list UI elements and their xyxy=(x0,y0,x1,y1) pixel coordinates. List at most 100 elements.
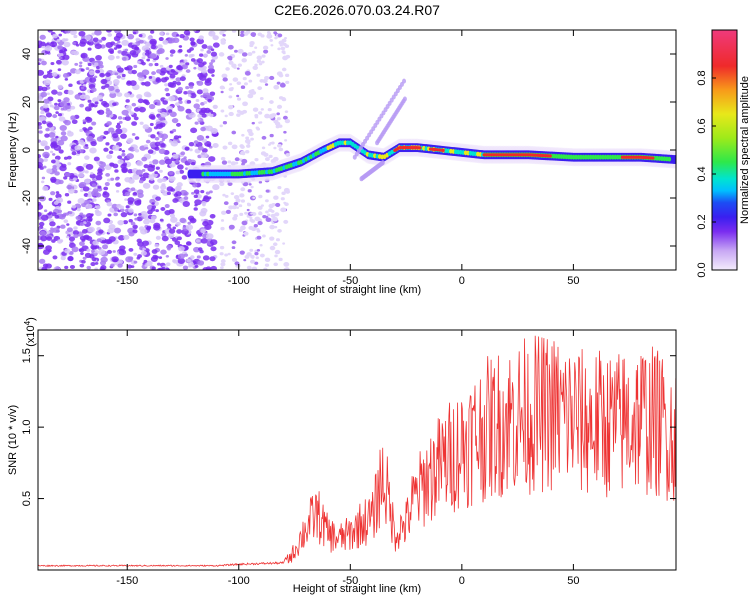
noise-speckle xyxy=(86,216,93,222)
noise-speckle xyxy=(251,90,257,95)
noise-speckle xyxy=(59,101,68,108)
noise-speckle xyxy=(57,68,62,72)
noise-speckle xyxy=(58,179,64,185)
noise-speckle xyxy=(246,202,250,206)
noise-speckle xyxy=(197,145,204,151)
noise-speckle xyxy=(224,253,228,257)
noise-speckle xyxy=(166,223,172,228)
noise-speckle xyxy=(267,33,271,37)
noise-speckle xyxy=(239,193,245,198)
noise-speckle xyxy=(227,141,233,146)
noise-speckle xyxy=(141,156,148,162)
noise-speckle xyxy=(63,41,71,48)
noise-speckle xyxy=(79,263,85,268)
noise-speckle xyxy=(58,49,64,54)
noise-speckle xyxy=(273,195,279,200)
noise-speckle xyxy=(201,200,207,205)
noise-speckle xyxy=(38,139,41,143)
noise-speckle xyxy=(206,143,212,147)
noise-speckle xyxy=(263,267,268,270)
noise-speckle xyxy=(250,137,254,141)
noise-speckle xyxy=(57,140,65,146)
colorbar-tick-label: 0.4 xyxy=(696,166,708,181)
noise-speckle xyxy=(161,235,169,242)
noise-speckle xyxy=(60,224,66,229)
noise-speckle xyxy=(267,108,272,112)
noise-speckle xyxy=(205,135,210,139)
noise-speckle xyxy=(244,211,248,215)
noise-speckle xyxy=(115,55,120,59)
noise-speckle xyxy=(133,64,138,69)
colorbar-tick-label: 0.2 xyxy=(696,214,708,229)
snr-panel: -150 -100 -50 0 50 0.5 1.0 1.5 Height of straig… xyxy=(7,317,677,595)
noise-speckle xyxy=(212,35,219,41)
noise-speckle xyxy=(250,185,254,189)
noise-speckle xyxy=(193,103,200,109)
noise-speckle xyxy=(92,188,99,193)
noise-speckle xyxy=(193,140,199,144)
noise-speckle xyxy=(38,125,43,130)
noise-speckle xyxy=(46,236,53,241)
noise-speckle xyxy=(122,57,127,61)
noise-speckle xyxy=(83,193,89,197)
noise-speckle xyxy=(81,229,88,234)
noise-speckle xyxy=(88,102,95,108)
noise-speckle xyxy=(280,46,286,51)
noise-speckle xyxy=(66,102,71,106)
noise-speckle xyxy=(106,178,111,182)
noise-speckle xyxy=(140,211,148,217)
noise-speckle xyxy=(68,236,76,242)
noise-speckle xyxy=(82,121,87,125)
noise-speckle xyxy=(222,193,226,197)
noise-speckle xyxy=(126,65,133,71)
spectrogram-plot-area xyxy=(38,30,676,270)
noise-speckle xyxy=(133,260,138,264)
noise-speckle xyxy=(258,111,263,115)
noise-speckle xyxy=(233,214,239,218)
noise-speckle xyxy=(134,46,140,51)
noise-speckle xyxy=(79,128,84,133)
noise-speckle xyxy=(239,110,245,115)
noise-speckle xyxy=(58,56,63,60)
noise-speckle xyxy=(143,164,149,169)
spectrogram-xlabel: Height of straight line (km) xyxy=(293,284,421,296)
noise-speckle xyxy=(94,101,99,105)
noise-speckle xyxy=(186,241,192,246)
noise-speckle xyxy=(50,61,55,66)
noise-speckle xyxy=(219,30,225,35)
noise-speckle xyxy=(112,102,117,107)
noise-speckle xyxy=(148,76,153,79)
noise-speckle xyxy=(104,83,110,88)
noise-speckle xyxy=(258,180,263,184)
noise-speckle xyxy=(125,114,130,118)
noise-speckle xyxy=(38,201,42,206)
noise-speckle xyxy=(129,80,137,87)
noise-speckle xyxy=(172,153,179,159)
noise-speckle xyxy=(263,49,269,54)
noise-speckle xyxy=(175,170,181,175)
noise-speckle xyxy=(254,251,259,256)
noise-speckle xyxy=(140,250,147,256)
noise-speckle xyxy=(273,146,277,150)
noise-speckle xyxy=(94,30,102,36)
noise-speckle xyxy=(169,82,177,88)
noise-speckle xyxy=(114,169,119,173)
noise-speckle xyxy=(54,214,60,219)
noise-speckle xyxy=(59,214,66,220)
noise-speckle xyxy=(164,87,170,92)
noise-speckle xyxy=(240,85,246,89)
noise-speckle xyxy=(193,246,200,253)
noise-speckle xyxy=(119,208,125,213)
noise-speckle xyxy=(168,175,176,182)
noise-speckle xyxy=(132,224,138,229)
noise-speckle xyxy=(172,198,179,203)
noise-speckle xyxy=(136,199,142,203)
noise-speckle xyxy=(186,100,192,104)
noise-speckle xyxy=(44,45,53,52)
noise-speckle xyxy=(53,105,60,111)
noise-speckle xyxy=(245,30,251,34)
noise-speckle xyxy=(200,48,204,52)
noise-speckle xyxy=(41,60,47,66)
noise-speckle xyxy=(57,163,62,167)
noise-speckle xyxy=(38,62,41,66)
